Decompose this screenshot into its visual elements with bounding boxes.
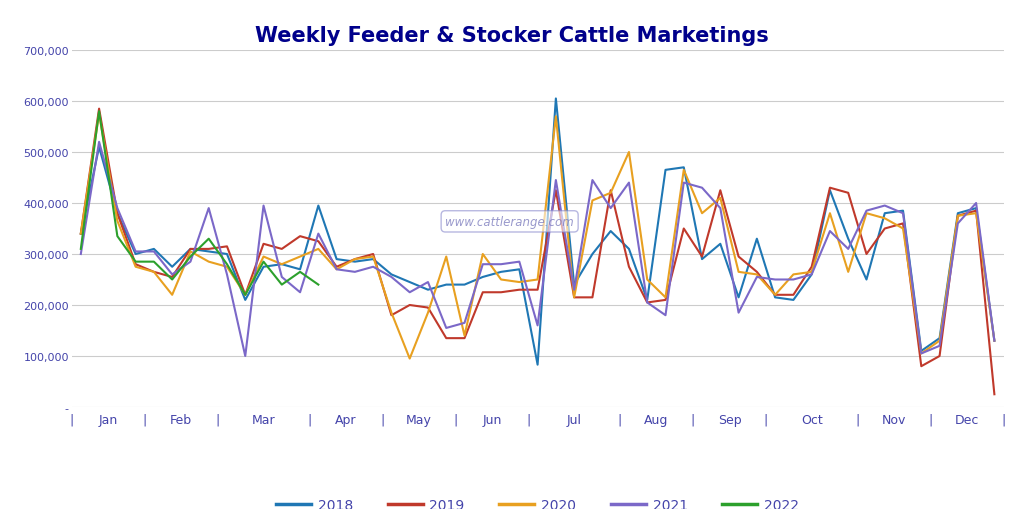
2021: [403, 290, 416, 296]
2019: [988, 391, 1000, 398]
2018: [714, 241, 726, 247]
2018: [769, 295, 781, 301]
2020: [385, 310, 397, 316]
2018: [970, 206, 982, 212]
2021: [769, 277, 781, 283]
Line: 2018: 2018: [81, 99, 994, 365]
2018: [550, 96, 562, 102]
2021: [714, 206, 726, 212]
2018: [275, 262, 288, 268]
2022: [75, 246, 87, 252]
2019: [385, 313, 397, 319]
2019: [75, 231, 87, 237]
2021: [240, 353, 252, 359]
2021: [385, 274, 397, 280]
2021: [93, 139, 105, 146]
2020: [294, 254, 306, 260]
2021: [970, 201, 982, 207]
2018: [75, 231, 87, 237]
Text: www.cattlerange.com: www.cattlerange.com: [445, 215, 574, 229]
2019: [294, 234, 306, 240]
Line: 2021: 2021: [81, 143, 994, 356]
2021: [75, 251, 87, 258]
2021: [988, 338, 1000, 344]
Line: 2022: 2022: [81, 112, 318, 295]
Line: 2020: 2020: [81, 115, 994, 359]
2020: [988, 338, 1000, 344]
Text: Weekly Feeder & Stocker Cattle Marketings: Weekly Feeder & Stocker Cattle Marketing…: [255, 25, 769, 45]
2019: [751, 269, 763, 275]
2018: [349, 259, 361, 265]
2019: [93, 106, 105, 112]
2020: [970, 211, 982, 217]
2021: [312, 231, 325, 237]
2020: [367, 254, 379, 260]
2018: [988, 338, 1000, 344]
2019: [696, 254, 709, 260]
2020: [93, 111, 105, 118]
2019: [367, 251, 379, 258]
Line: 2019: 2019: [81, 109, 994, 394]
2020: [714, 195, 726, 202]
2020: [403, 356, 416, 362]
2018: [531, 362, 544, 368]
Legend: 2018, 2019, 2020, 2021, 2022: 2018, 2019, 2020, 2021, 2022: [270, 493, 805, 509]
2020: [769, 292, 781, 298]
2018: [367, 257, 379, 263]
2020: [75, 231, 87, 237]
2022: [275, 282, 288, 288]
2019: [970, 208, 982, 214]
